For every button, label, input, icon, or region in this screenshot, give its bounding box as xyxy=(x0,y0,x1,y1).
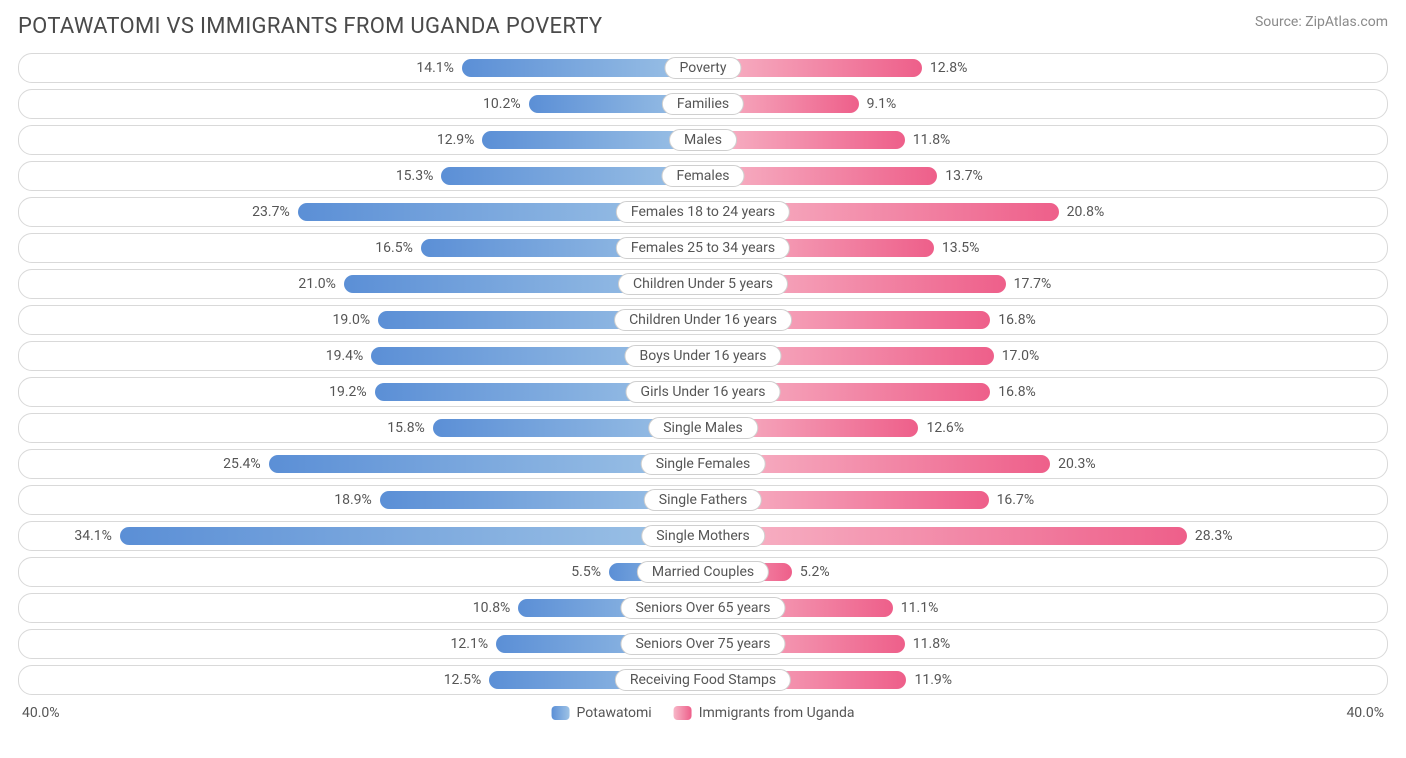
chart-row: 23.7% 20.8% Females 18 to 24 years xyxy=(18,197,1388,227)
chart-row: 19.2% 16.8% Girls Under 16 years xyxy=(18,377,1388,407)
value-right: 11.9% xyxy=(914,672,952,688)
value-left: 16.5% xyxy=(375,240,413,256)
value-right: 17.0% xyxy=(1002,348,1040,364)
legend-item-right: Immigrants from Uganda xyxy=(674,705,855,721)
bar-left xyxy=(120,527,703,545)
category-label: Males xyxy=(669,129,737,151)
legend-label-right: Immigrants from Uganda xyxy=(699,705,855,721)
value-left: 25.4% xyxy=(223,456,261,472)
category-label: Seniors Over 75 years xyxy=(620,633,785,655)
category-label: Married Couples xyxy=(637,561,769,583)
value-left: 19.2% xyxy=(329,384,367,400)
chart-row: 15.3% 13.7% Females xyxy=(18,161,1388,191)
chart-source: Source: ZipAtlas.com xyxy=(1255,14,1388,30)
value-right: 13.7% xyxy=(945,168,983,184)
chart-row: 18.9% 16.7% Single Fathers xyxy=(18,485,1388,515)
value-left: 12.5% xyxy=(444,672,482,688)
chart-row: 10.2% 9.1% Families xyxy=(18,89,1388,119)
category-label: Poverty xyxy=(664,57,741,79)
value-left: 10.2% xyxy=(483,96,521,112)
legend-label-left: Potawatomi xyxy=(577,705,652,721)
chart-row: 12.9% 11.8% Males xyxy=(18,125,1388,155)
value-right: 20.3% xyxy=(1058,456,1096,472)
value-left: 5.5% xyxy=(571,564,601,580)
chart-row: 19.0% 16.8% Children Under 16 years xyxy=(18,305,1388,335)
category-label: Children Under 16 years xyxy=(614,309,792,331)
value-left: 34.1% xyxy=(74,528,112,544)
chart-row: 25.4% 20.3% Single Females xyxy=(18,449,1388,479)
bar-right xyxy=(703,527,1187,545)
value-left: 21.0% xyxy=(298,276,336,292)
bar-left xyxy=(269,455,703,473)
value-left: 10.8% xyxy=(473,600,511,616)
legend-item-left: Potawatomi xyxy=(552,705,652,721)
chart-row: 12.5% 11.9% Receiving Food Stamps xyxy=(18,665,1388,695)
category-label: Receiving Food Stamps xyxy=(615,669,791,691)
value-right: 11.1% xyxy=(901,600,939,616)
value-left: 18.9% xyxy=(334,492,372,508)
value-left: 23.7% xyxy=(252,204,290,220)
category-label: Females 25 to 34 years xyxy=(616,237,790,259)
category-label: Single Males xyxy=(648,417,758,439)
value-right: 11.8% xyxy=(913,636,951,652)
value-right: 17.7% xyxy=(1014,276,1052,292)
chart-row: 10.8% 11.1% Seniors Over 65 years xyxy=(18,593,1388,623)
value-right: 28.3% xyxy=(1195,528,1233,544)
chart-title: POTAWATOMI VS IMMIGRANTS FROM UGANDA POV… xyxy=(18,14,602,39)
chart-row: 16.5% 13.5% Females 25 to 34 years xyxy=(18,233,1388,263)
axis-max-right: 40.0% xyxy=(1346,705,1384,721)
chart-legend: Potawatomi Immigrants from Uganda xyxy=(552,705,855,721)
chart-header: POTAWATOMI VS IMMIGRANTS FROM UGANDA POV… xyxy=(18,14,1388,39)
value-right: 16.8% xyxy=(998,312,1036,328)
value-right: 16.7% xyxy=(997,492,1035,508)
value-right: 11.8% xyxy=(913,132,951,148)
value-left: 19.0% xyxy=(333,312,371,328)
diverging-bar-chart: 14.1%12.8%Poverty10.2%9.1%Families12.9%1… xyxy=(18,53,1388,695)
value-left: 12.1% xyxy=(451,636,489,652)
chart-row: 15.8% 12.6% Single Males xyxy=(18,413,1388,443)
value-left: 19.4% xyxy=(326,348,364,364)
legend-swatch-right xyxy=(674,706,692,720)
value-right: 20.8% xyxy=(1067,204,1105,220)
category-label: Single Females xyxy=(641,453,766,475)
value-left: 12.9% xyxy=(437,132,475,148)
category-label: Single Fathers xyxy=(644,489,762,511)
category-label: Families xyxy=(662,93,744,115)
category-label: Children Under 5 years xyxy=(618,273,788,295)
value-right: 9.1% xyxy=(867,96,897,112)
axis-max-left: 40.0% xyxy=(22,705,60,721)
chart-row: 21.0% 17.7% Children Under 5 years xyxy=(18,269,1388,299)
chart-row: 5.5% 5.2% Married Couples xyxy=(18,557,1388,587)
category-label: Girls Under 16 years xyxy=(626,381,781,403)
category-label: Females xyxy=(662,165,745,187)
category-label: Seniors Over 65 years xyxy=(620,597,785,619)
value-left: 15.8% xyxy=(387,420,425,436)
legend-swatch-left xyxy=(552,706,570,720)
chart-row: 14.1% 12.8% Poverty xyxy=(18,53,1388,83)
value-right: 5.2% xyxy=(800,564,830,580)
category-label: Females 18 to 24 years xyxy=(616,201,790,223)
chart-footer: 40.0% Potawatomi Immigrants from Uganda … xyxy=(18,701,1388,725)
category-label: Single Mothers xyxy=(641,525,765,547)
chart-row: 12.1% 11.8% Seniors Over 75 years xyxy=(18,629,1388,659)
value-left: 14.1% xyxy=(416,60,454,76)
value-right: 13.5% xyxy=(942,240,980,256)
chart-row: 19.4% 17.0% Boys Under 16 years xyxy=(18,341,1388,371)
value-right: 12.8% xyxy=(930,60,968,76)
value-left: 15.3% xyxy=(396,168,434,184)
category-label: Boys Under 16 years xyxy=(624,345,781,367)
chart-row: 34.1% 28.3% Single Mothers xyxy=(18,521,1388,551)
value-right: 12.6% xyxy=(926,420,964,436)
value-right: 16.8% xyxy=(998,384,1036,400)
